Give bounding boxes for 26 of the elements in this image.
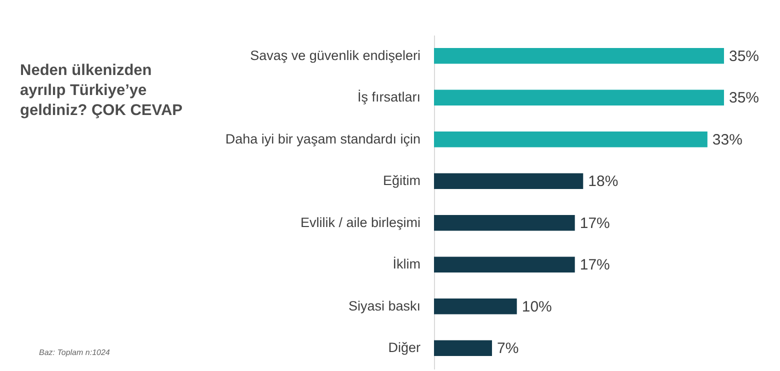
bar [434, 298, 517, 314]
bar [434, 340, 492, 356]
bar [434, 256, 575, 273]
y-tick-label: Evlilik / aile birleşimi [300, 214, 420, 230]
data-label: 7% [497, 340, 519, 358]
data-label: 33% [712, 131, 742, 148]
y-tick-label: Diğer [388, 340, 421, 356]
y-tick-label: Savaş ve güvenlik endişeleri [250, 48, 420, 63]
y-tick-label: Siyasi baskı [348, 298, 420, 314]
data-label: 17% [580, 214, 610, 232]
text: Baz: Toplam n:1024 [39, 348, 110, 357]
y-tick-label: Eğitim [382, 173, 420, 188]
data-label: 18% [588, 173, 618, 190]
data-label: 35% [729, 48, 760, 65]
data-label: 10% [522, 298, 552, 316]
text: Neden ülkenizden ayrılıp Türkiye’ye geldiniz? ÇOK CEVAP [20, 62, 182, 119]
y-tick-label: İş fırsatları [357, 90, 420, 105]
bar [434, 131, 708, 148]
bar [434, 48, 724, 64]
bar [434, 173, 584, 190]
data-label: 17% [580, 256, 610, 274]
y-tick-label: İklim [392, 256, 420, 272]
bar [434, 214, 575, 231]
y-tick-label: Daha iyi bir yaşam standardı için [225, 131, 420, 146]
bar [434, 90, 724, 106]
data-label: 35% [729, 90, 760, 107]
